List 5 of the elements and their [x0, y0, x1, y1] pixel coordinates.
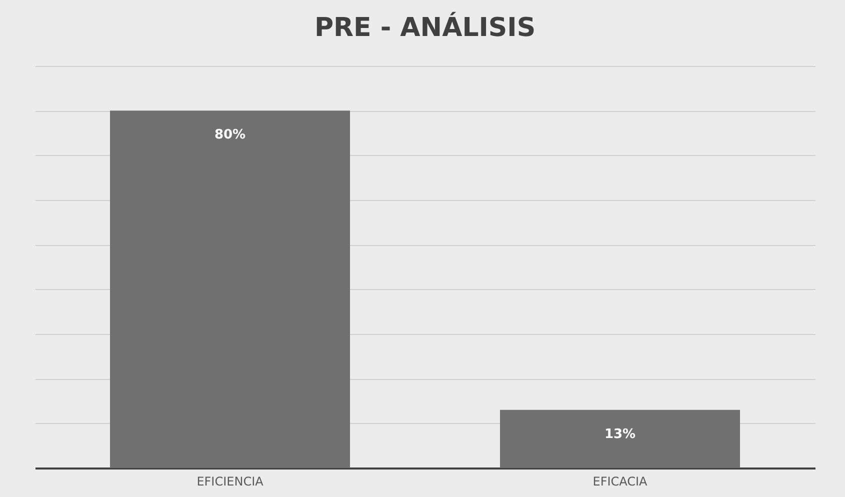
data-label: 13%: [604, 426, 636, 442]
chart-title: PRE - ANÁLISIS: [314, 11, 536, 43]
x-tick-label: EFICIENCIA: [196, 474, 264, 488]
x-tick-label: EFICACIA: [592, 474, 648, 488]
data-label: 80%: [214, 128, 246, 143]
